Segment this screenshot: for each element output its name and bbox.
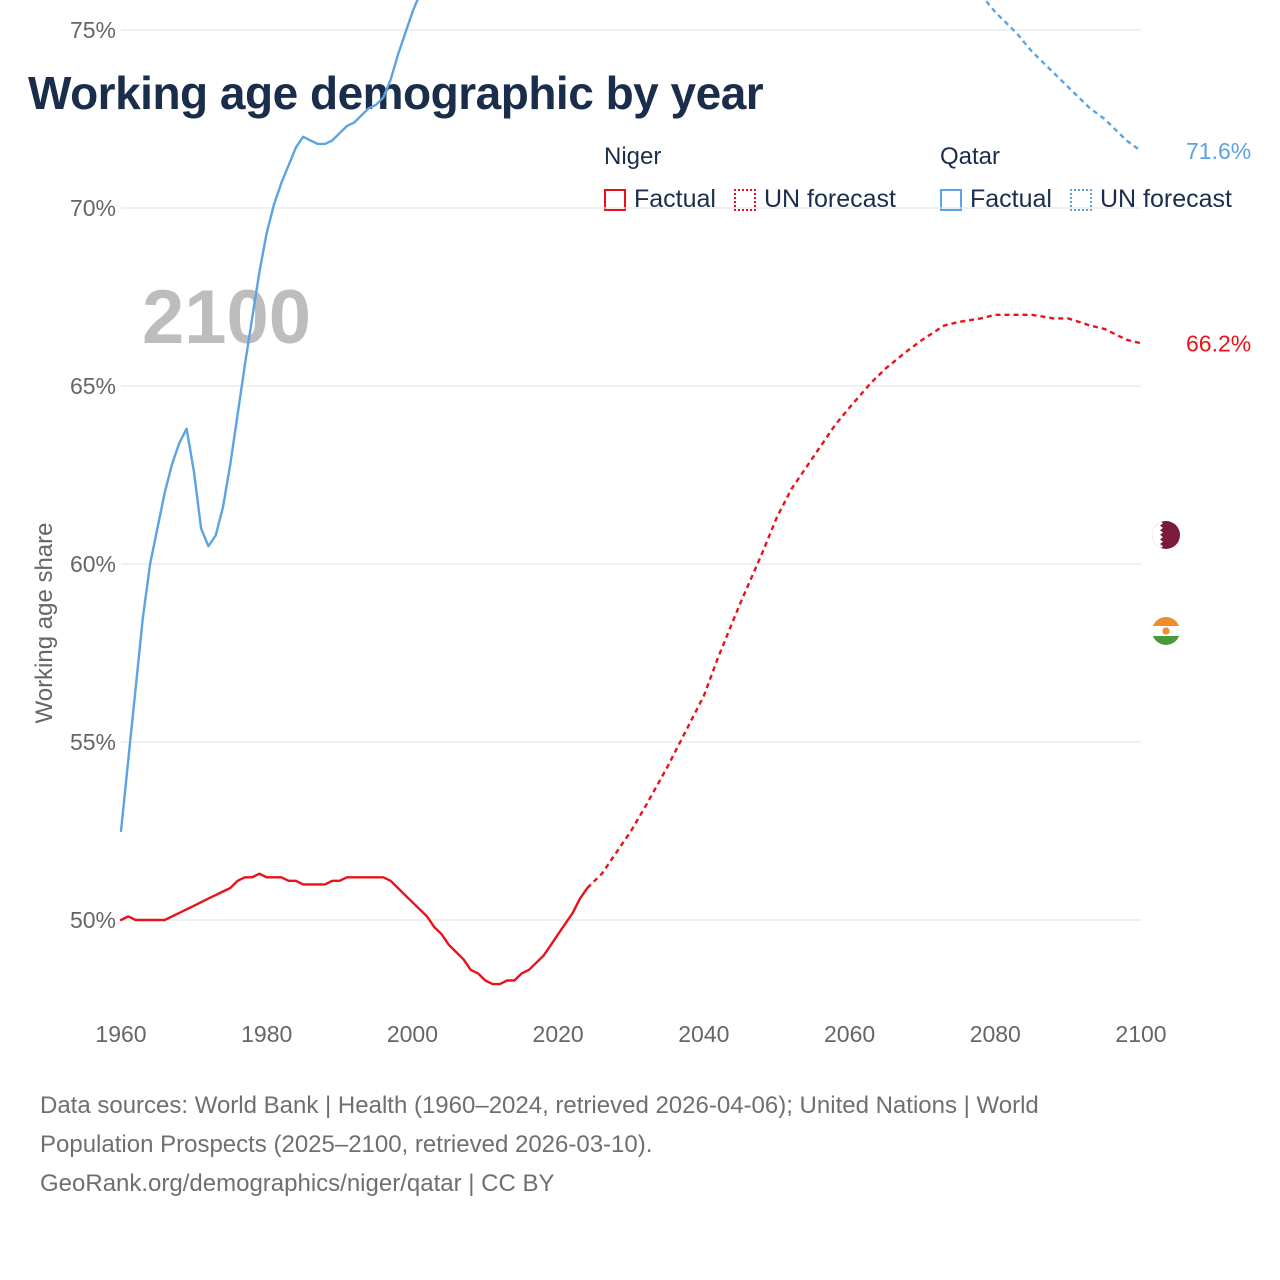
- niger-flag-icon: [1152, 617, 1180, 645]
- y-tick-label: 55%: [70, 729, 116, 755]
- source-credit: GeoRank.org/demographics/niger/qatar | C…: [40, 1170, 555, 1197]
- y-tick-label: 70%: [70, 195, 116, 221]
- qatar-forecast-line[interactable]: [587, 0, 1142, 152]
- legend-group-name: Qatar: [940, 143, 1001, 170]
- x-tick-label: 1960: [95, 1021, 146, 1047]
- legend-swatch-solid: [940, 188, 962, 211]
- x-tick-label: 2060: [824, 1021, 875, 1047]
- legend-swatch-solid: [604, 188, 626, 211]
- x-tick-label: 2040: [678, 1021, 729, 1047]
- legend-swatch-dotted: [733, 188, 756, 211]
- line-chart: 50%55%60%65%70%75%80%85%1960198020002020…: [31, 0, 1251, 1047]
- legend-swatch-dotted: [1069, 188, 1092, 211]
- legend-group-qatar: Qatar Factual UN forecast: [940, 143, 1250, 214]
- y-tick-label: 50%: [70, 907, 116, 933]
- legend-group-niger: Niger Factual UN forecast: [604, 143, 914, 214]
- niger-factual-line[interactable]: [119, 872, 589, 986]
- source-line: Population Prospects (2025–2100, retriev…: [40, 1131, 653, 1158]
- chart-title: Working age demographic by year: [28, 67, 764, 119]
- y-axis-title: Working age share: [31, 523, 58, 724]
- qatar-factual-line[interactable]: [119, 0, 587, 833]
- x-tick-label: 2080: [970, 1021, 1021, 1047]
- year-watermark: 2100: [142, 275, 311, 360]
- niger-end-label: 66.2%: [1186, 330, 1251, 356]
- x-tick-label: 1980: [241, 1021, 292, 1047]
- x-tick-label: 2100: [1115, 1021, 1166, 1047]
- x-tick-label: 2020: [533, 1021, 584, 1047]
- qatar-end-label: 71.6%: [1186, 138, 1251, 164]
- qatar-flag-icon: [1152, 521, 1180, 549]
- y-tick-label: 65%: [70, 373, 116, 399]
- x-tick-label: 2000: [387, 1021, 438, 1047]
- niger-forecast-line[interactable]: [586, 313, 1142, 889]
- legend-group-name: Niger: [604, 143, 662, 170]
- source-line: Data sources: World Bank | Health (1960–…: [40, 1092, 1039, 1119]
- y-tick-label: 60%: [70, 551, 116, 577]
- y-tick-label: 75%: [70, 17, 116, 43]
- source-note: Data sources: World Bank | Health (1960–…: [40, 1086, 1240, 1203]
